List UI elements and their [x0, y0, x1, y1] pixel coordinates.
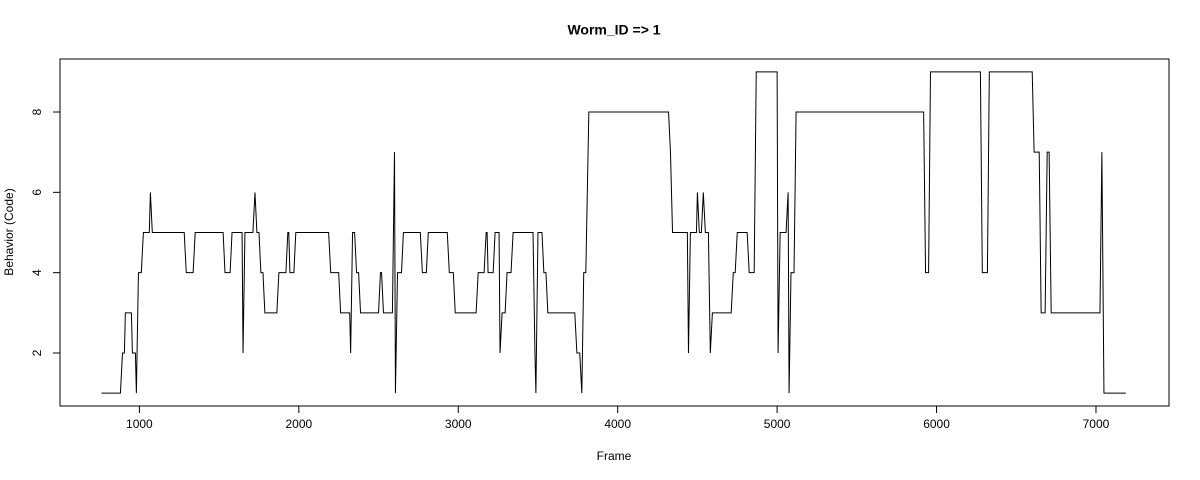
- plot-frame: [59, 58, 1170, 407]
- y-tick-label: 8: [30, 108, 44, 115]
- y-axis-label: Behavior (Code): [2, 188, 16, 275]
- y-tick-label: 4: [30, 269, 44, 276]
- x-tick-label: 6000: [923, 417, 950, 431]
- y-tick-label: 6: [30, 189, 44, 196]
- x-axis-label: Frame: [597, 449, 632, 463]
- data-line: [101, 71, 1126, 394]
- x-tick-label: 7000: [1083, 417, 1110, 431]
- x-tick-label: 2000: [285, 417, 312, 431]
- x-tick-label: 4000: [604, 417, 631, 431]
- x-tick-label: 5000: [764, 417, 791, 431]
- y-tick-label: 2: [30, 349, 44, 356]
- x-tick-label: 1000: [126, 417, 153, 431]
- chart-title: Worm_ID => 1: [567, 22, 660, 38]
- x-tick-label: 3000: [445, 417, 472, 431]
